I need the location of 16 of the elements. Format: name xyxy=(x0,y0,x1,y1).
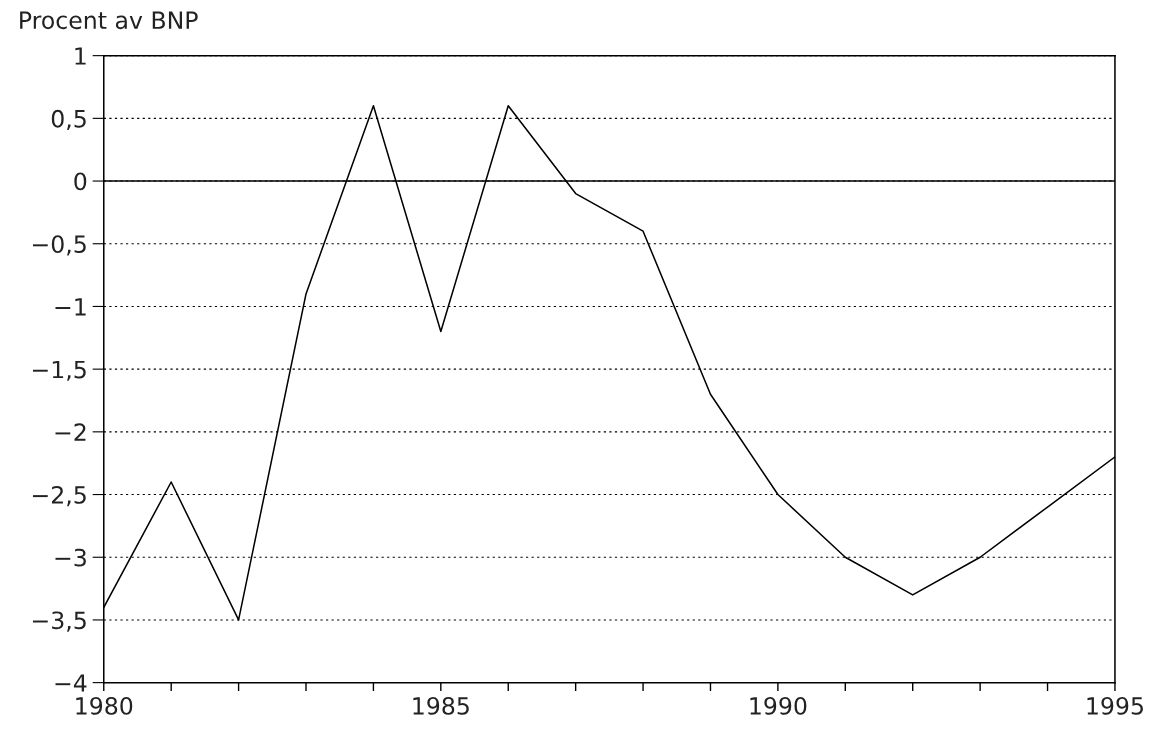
y-axis-title: Procent av BNP xyxy=(20,11,198,30)
y-tick-label: −0,5 xyxy=(32,235,86,256)
y-tick-label: −2 xyxy=(55,423,86,441)
y-tick-label: −2,5 xyxy=(32,485,86,507)
y-tick-label: 0 xyxy=(74,172,87,191)
x-tick-label: 1995 xyxy=(1087,696,1143,715)
y-tick-label: 0,5 xyxy=(51,109,86,131)
y-tick-label: −3 xyxy=(55,548,86,567)
y-tick-label: −1,5 xyxy=(32,360,86,381)
y-tick-label: −1 xyxy=(55,298,86,316)
y-tick-label: −4 xyxy=(55,674,87,692)
x-tick-label: 1980 xyxy=(76,696,133,715)
x-tick-label: 1985 xyxy=(413,696,469,715)
y-tick-label: 1 xyxy=(75,47,86,65)
y-tick-label: −3,5 xyxy=(32,611,86,632)
x-tick-label: 1990 xyxy=(750,696,807,715)
